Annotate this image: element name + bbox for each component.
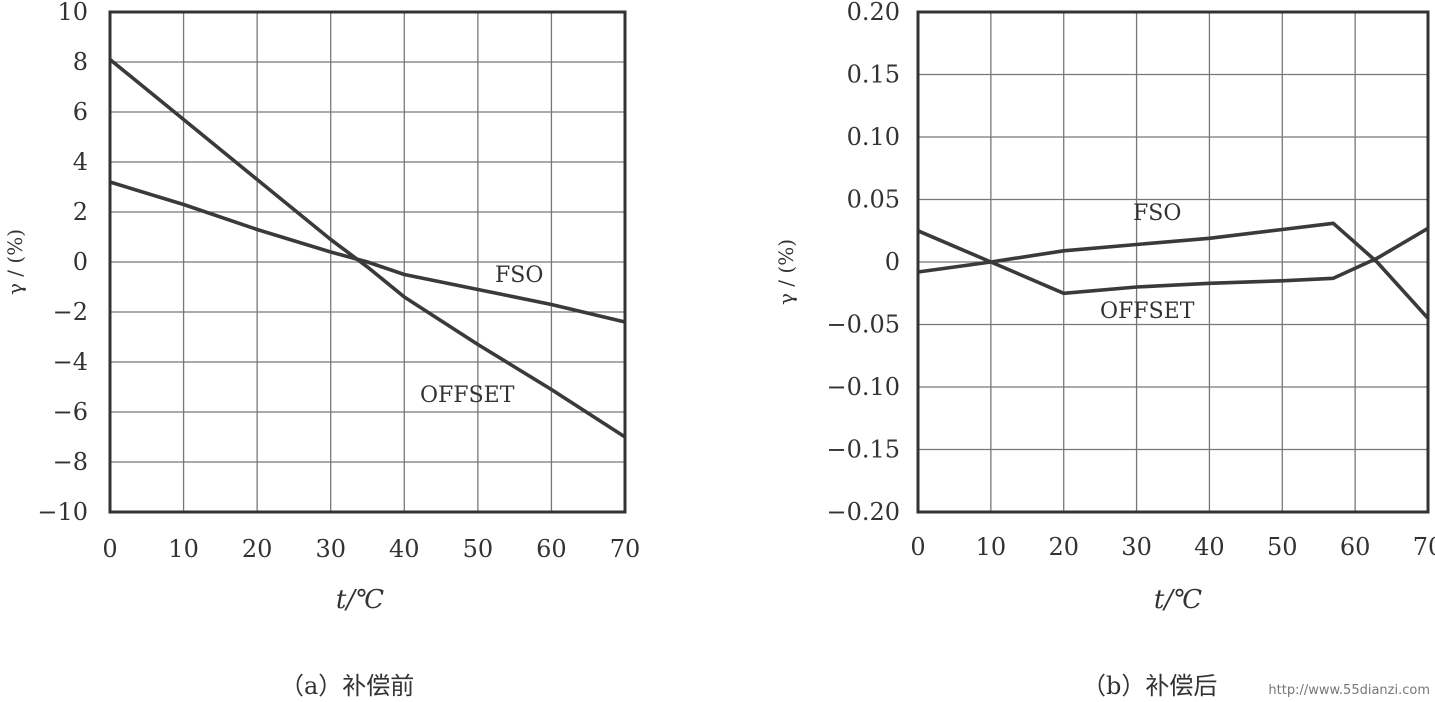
y-tick-label: −0.05 [826,311,900,339]
chart-a-caption: （a）补偿前 [280,672,414,700]
x-tick-label: 40 [389,535,420,563]
chart-b-y-ticks: 0.20 0.15 0.10 0.05 0 −0.05 −0.10 −0.15 −0.20 [826,0,900,526]
x-tick-label: 10 [168,535,199,563]
x-tick-label: 50 [463,535,494,563]
y-tick-label: 0.10 [847,123,900,151]
x-tick-label: 40 [1194,533,1225,561]
y-tick-label: 10 [57,0,88,26]
x-tick-label: 60 [1340,533,1371,561]
chart-b-x-axis-title: t/℃ [1154,585,1202,615]
chart-a-series [108,58,626,439]
watermark-url: http://www.55dianzi.com [1268,683,1430,698]
y-tick-label: −8 [53,448,88,476]
y-tick-label: 2 [73,198,88,226]
y-tick-label: 0.15 [847,61,900,89]
chart-b-caption: （b）补偿后 [1082,672,1217,700]
y-tick-label: 0 [73,248,88,276]
x-tick-label: 0 [102,535,117,563]
chart-a-x-axis-title: t/℃ [336,585,384,615]
series-line-offset [917,226,1429,296]
x-tick-label: 50 [1267,533,1298,561]
chart-b-y-axis-title: γ / (%) [774,239,798,305]
x-tick-label: 30 [1121,533,1152,561]
chart-b-frame [916,10,1430,514]
x-tick-label: 0 [910,533,925,561]
chart-a-y-axis-title: γ / (%) [3,229,27,295]
y-tick-label: 0.05 [847,186,900,214]
y-tick-label: −0.20 [826,498,900,526]
y-tick-label: 0.20 [847,0,900,26]
x-tick-label: 20 [1048,533,1079,561]
y-tick-label: 4 [73,148,88,176]
x-tick-label: 70 [1413,533,1435,561]
x-tick-label: 60 [536,535,567,563]
series-line-fso [109,180,626,324]
series-line-offset [108,58,626,439]
chart-a-x-ticks: 0 10 20 30 40 50 60 70 [102,535,640,563]
series-line-fso [917,221,1430,320]
chart-b-label-fso: FSO [1133,201,1181,226]
chart-a-label-offset: OFFSET [420,383,515,408]
y-tick-label: 0 [885,248,900,276]
y-tick-label: −0.15 [826,436,900,464]
y-tick-label: 6 [73,98,88,126]
y-tick-label: −10 [37,498,88,526]
x-tick-label: 20 [242,535,273,563]
chart-b-x-ticks: 0 10 20 30 40 50 60 70 [910,533,1435,561]
y-tick-label: −2 [53,298,88,326]
chart-a-y-ticks: 10 8 6 4 2 0 −2 −4 −6 −8 −10 [37,0,88,526]
x-tick-label: 30 [315,535,346,563]
chart-a-frame [108,10,627,514]
y-tick-label: −4 [53,348,88,376]
chart-b-after-compensation: 0.20 0.15 0.10 0.05 0 −0.05 −0.10 −0.15 −0.20 0 1… [774,0,1435,700]
y-tick-label: −6 [53,398,88,426]
y-tick-label: 8 [73,48,88,76]
chart-b-label-offset: OFFSET [1100,299,1195,324]
x-tick-label: 10 [976,533,1007,561]
chart-a-label-fso: FSO [495,263,543,288]
x-tick-label: 70 [610,535,641,563]
chart-b-series [917,221,1430,320]
y-tick-label: −0.10 [826,373,900,401]
